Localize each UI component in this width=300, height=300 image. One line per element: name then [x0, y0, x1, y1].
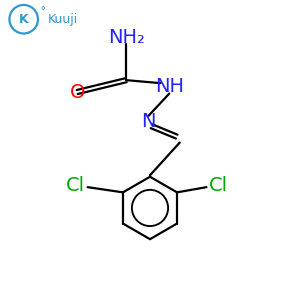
Text: NH₂: NH₂ — [108, 28, 145, 46]
Text: Kuuji: Kuuji — [47, 13, 78, 26]
Text: O: O — [70, 82, 85, 101]
Text: Cl: Cl — [66, 176, 85, 195]
Text: °: ° — [40, 6, 45, 16]
Text: NH: NH — [155, 76, 184, 96]
Text: N: N — [141, 112, 156, 131]
Text: Cl: Cl — [209, 176, 228, 195]
Text: K: K — [19, 13, 28, 26]
